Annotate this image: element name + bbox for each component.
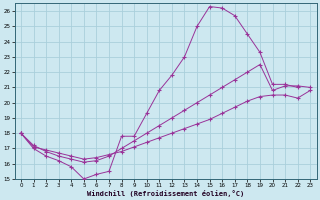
X-axis label: Windchill (Refroidissement éolien,°C): Windchill (Refroidissement éolien,°C) <box>87 190 244 197</box>
